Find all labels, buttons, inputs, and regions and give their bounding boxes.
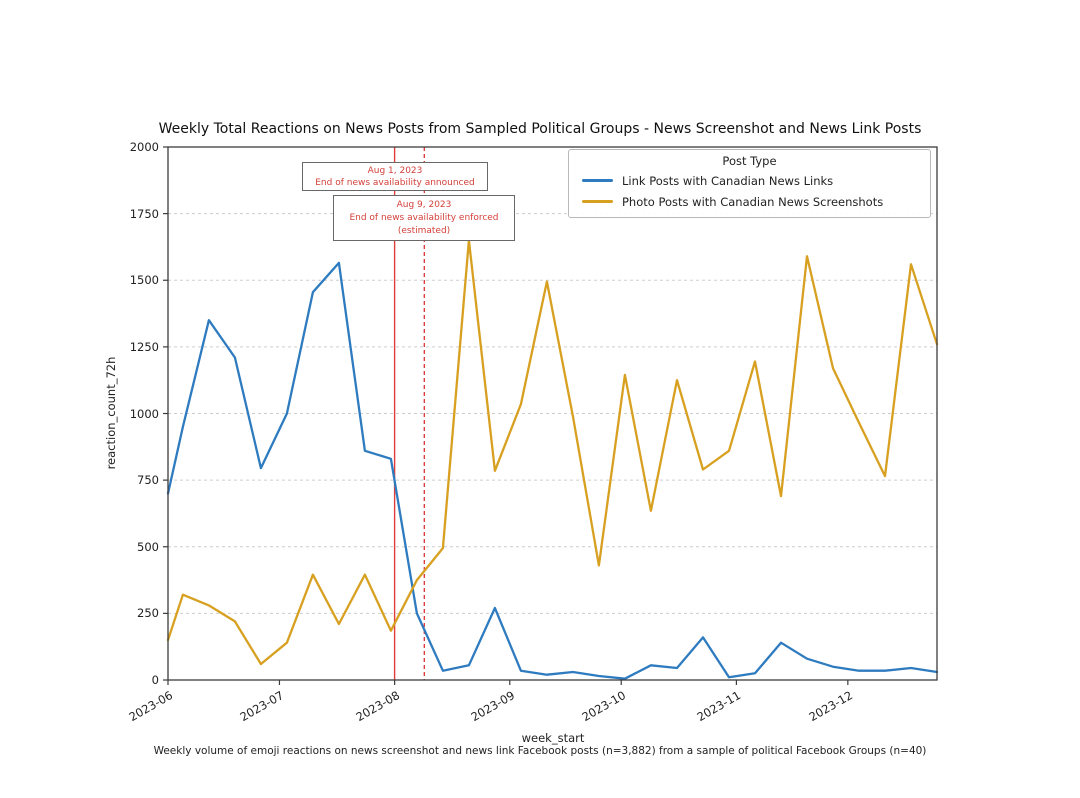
annotation-text-line: Aug 1, 2023 — [367, 166, 423, 176]
y-tick-label-1000: 1000 — [129, 406, 159, 421]
link-posts-line-swatch-icon — [582, 179, 613, 182]
series-line-photo-posts — [166, 239, 939, 666]
series-line-link-posts — [166, 261, 939, 680]
legend-label-link-posts: Link Posts with Canadian News Links — [622, 173, 834, 188]
y-tick-label-750: 750 — [137, 473, 159, 488]
y-tick-label-1250: 1250 — [129, 339, 159, 354]
annotation-text-line: Aug 9, 2023 — [396, 200, 452, 210]
y-tick-label-2000: 2000 — [129, 140, 159, 154]
y-tick-label-1500: 1500 — [129, 273, 159, 288]
annotation-text-line: (estimated) — [397, 226, 451, 236]
legend-item-photo-posts: Photo Posts with Canadian News Screensho… — [579, 191, 920, 212]
legend: Post Type Link Posts with Canadian News … — [568, 149, 931, 218]
annotation-box-aug1: Aug 1, 2023 End of news availability anno… — [302, 162, 488, 191]
x-axis-label: week_start — [521, 731, 585, 745]
chart-title: Weekly Total Reactions on News Posts fro… — [158, 121, 922, 137]
y-tick-label-0: 0 — [151, 673, 159, 687]
y-tick-label-500: 500 — [137, 539, 159, 554]
annotation-text-line: End of news availability announced — [315, 178, 475, 188]
figure-caption: Weekly volume of emoji reactions on news… — [153, 745, 927, 757]
annotation-box-aug9: Aug 9, 2023 End of news availability enfo… — [333, 195, 515, 241]
legend-item-link-posts: Link Posts with Canadian News Links — [579, 170, 920, 191]
photo-posts-line-swatch-icon — [582, 200, 613, 203]
y-tick-label-1750: 1750 — [129, 206, 159, 221]
annotation-text-line: End of news availability enforced — [349, 213, 499, 223]
legend-label-photo-posts: Photo Posts with Canadian News Screensho… — [622, 194, 884, 209]
y-tick-label-250: 250 — [137, 606, 159, 621]
legend-title: Post Type — [722, 154, 777, 168]
